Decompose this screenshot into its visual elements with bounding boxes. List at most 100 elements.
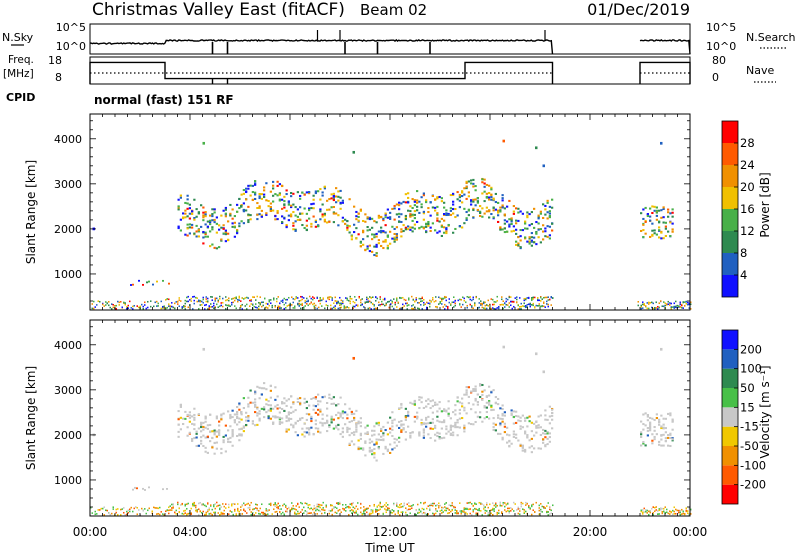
velocity-cell bbox=[184, 509, 186, 512]
freq-trace bbox=[89, 61, 691, 84]
power-cell bbox=[528, 236, 531, 239]
power-cell bbox=[395, 233, 398, 236]
velocity-cell bbox=[548, 405, 551, 408]
power-cell bbox=[142, 283, 144, 286]
power-cell bbox=[422, 227, 425, 230]
velocity-cell bbox=[319, 400, 322, 403]
power-cell bbox=[460, 298, 462, 301]
velocity-cell bbox=[341, 431, 344, 434]
power-cell bbox=[461, 226, 464, 229]
velocity-cell bbox=[640, 444, 643, 447]
velocity-cell bbox=[364, 454, 367, 457]
power-cell bbox=[499, 228, 502, 231]
velocity-cell bbox=[359, 437, 362, 440]
velocity-cell bbox=[690, 509, 692, 512]
power-cell bbox=[327, 304, 329, 307]
velocity-cell bbox=[681, 508, 683, 511]
velocity-cell bbox=[373, 456, 376, 459]
power-cell bbox=[490, 298, 492, 300]
velocity-cell bbox=[653, 419, 656, 422]
velocity-cell bbox=[322, 509, 324, 511]
power-cell bbox=[209, 230, 212, 233]
velocity-cell bbox=[348, 407, 351, 410]
nsky-panel-frame bbox=[89, 23, 691, 55]
velocity-cell bbox=[321, 512, 323, 515]
power-cell bbox=[188, 207, 191, 210]
velocity-cell bbox=[331, 504, 333, 507]
power-cell bbox=[285, 209, 288, 212]
power-cell bbox=[418, 297, 420, 300]
power-cell bbox=[371, 250, 374, 253]
power-cell bbox=[318, 300, 320, 302]
velocity-cell bbox=[526, 436, 529, 439]
power-cell bbox=[440, 234, 443, 237]
velocity-cell bbox=[269, 389, 272, 392]
velocity-cell bbox=[649, 416, 652, 419]
power-cell bbox=[253, 305, 255, 308]
power-cell bbox=[195, 230, 198, 233]
power-cell bbox=[277, 307, 279, 310]
velocity-cell bbox=[200, 442, 203, 445]
power-cell bbox=[188, 217, 191, 220]
velocity-cell bbox=[242, 430, 245, 433]
velocity-cell bbox=[344, 403, 347, 406]
velocity-cell bbox=[258, 510, 260, 512]
velocity-cell bbox=[129, 508, 131, 511]
power-cell bbox=[360, 304, 362, 307]
power-cell bbox=[244, 305, 246, 307]
power-cell bbox=[328, 298, 330, 301]
velocity-cell bbox=[660, 434, 663, 437]
power-cell bbox=[268, 299, 270, 301]
power-cell bbox=[220, 238, 223, 241]
power-cell bbox=[651, 301, 653, 304]
power-cell bbox=[285, 226, 288, 229]
velocity-cell bbox=[238, 417, 241, 420]
power-cell bbox=[333, 306, 335, 309]
power-cell bbox=[429, 214, 432, 217]
velocity-cell bbox=[400, 430, 403, 433]
power-cell bbox=[404, 228, 407, 231]
power-cell bbox=[186, 300, 188, 303]
power-cell bbox=[492, 298, 494, 301]
power-cell bbox=[255, 299, 257, 301]
velocity-cell bbox=[382, 434, 385, 437]
velocity-cell bbox=[215, 435, 218, 438]
velocity-cell bbox=[673, 506, 675, 509]
velocity-cell bbox=[515, 433, 518, 436]
velocity-cell bbox=[184, 504, 186, 507]
power-cell bbox=[444, 308, 446, 310]
velocity-cell bbox=[528, 446, 531, 449]
velocity-cell bbox=[373, 453, 376, 456]
velocity-cell bbox=[270, 503, 272, 506]
velocity-colorbar-tick-label: 200 bbox=[740, 342, 762, 356]
velocity-cell bbox=[306, 510, 308, 513]
velocity-cell bbox=[292, 402, 295, 405]
power-cell bbox=[183, 304, 185, 307]
x-tick-label: 20:00 bbox=[573, 525, 608, 539]
velocity-cell bbox=[492, 502, 494, 504]
velocity-cell bbox=[399, 514, 401, 516]
velocity-cell bbox=[332, 427, 335, 430]
power-cell bbox=[445, 209, 448, 212]
power-cell bbox=[481, 215, 484, 218]
power-cell bbox=[233, 215, 236, 218]
power-cell bbox=[547, 303, 549, 306]
velocity-cell bbox=[352, 511, 354, 513]
velocity-cell bbox=[646, 419, 649, 422]
velocity-cell bbox=[443, 421, 446, 424]
velocity-cell bbox=[644, 412, 647, 415]
power-cell bbox=[414, 300, 416, 303]
velocity-cell bbox=[546, 443, 549, 446]
velocity-cell bbox=[134, 486, 136, 489]
velocity-cell bbox=[277, 506, 279, 508]
velocity-cell bbox=[228, 506, 230, 509]
power-cell bbox=[382, 298, 384, 301]
velocity-colorbar-swatch bbox=[722, 484, 738, 504]
power-cell bbox=[404, 193, 407, 196]
power-cell bbox=[474, 189, 477, 192]
power-cell bbox=[210, 303, 212, 305]
power-cell bbox=[273, 298, 275, 301]
velocity-cell bbox=[295, 513, 297, 515]
velocity-cell bbox=[655, 506, 657, 508]
